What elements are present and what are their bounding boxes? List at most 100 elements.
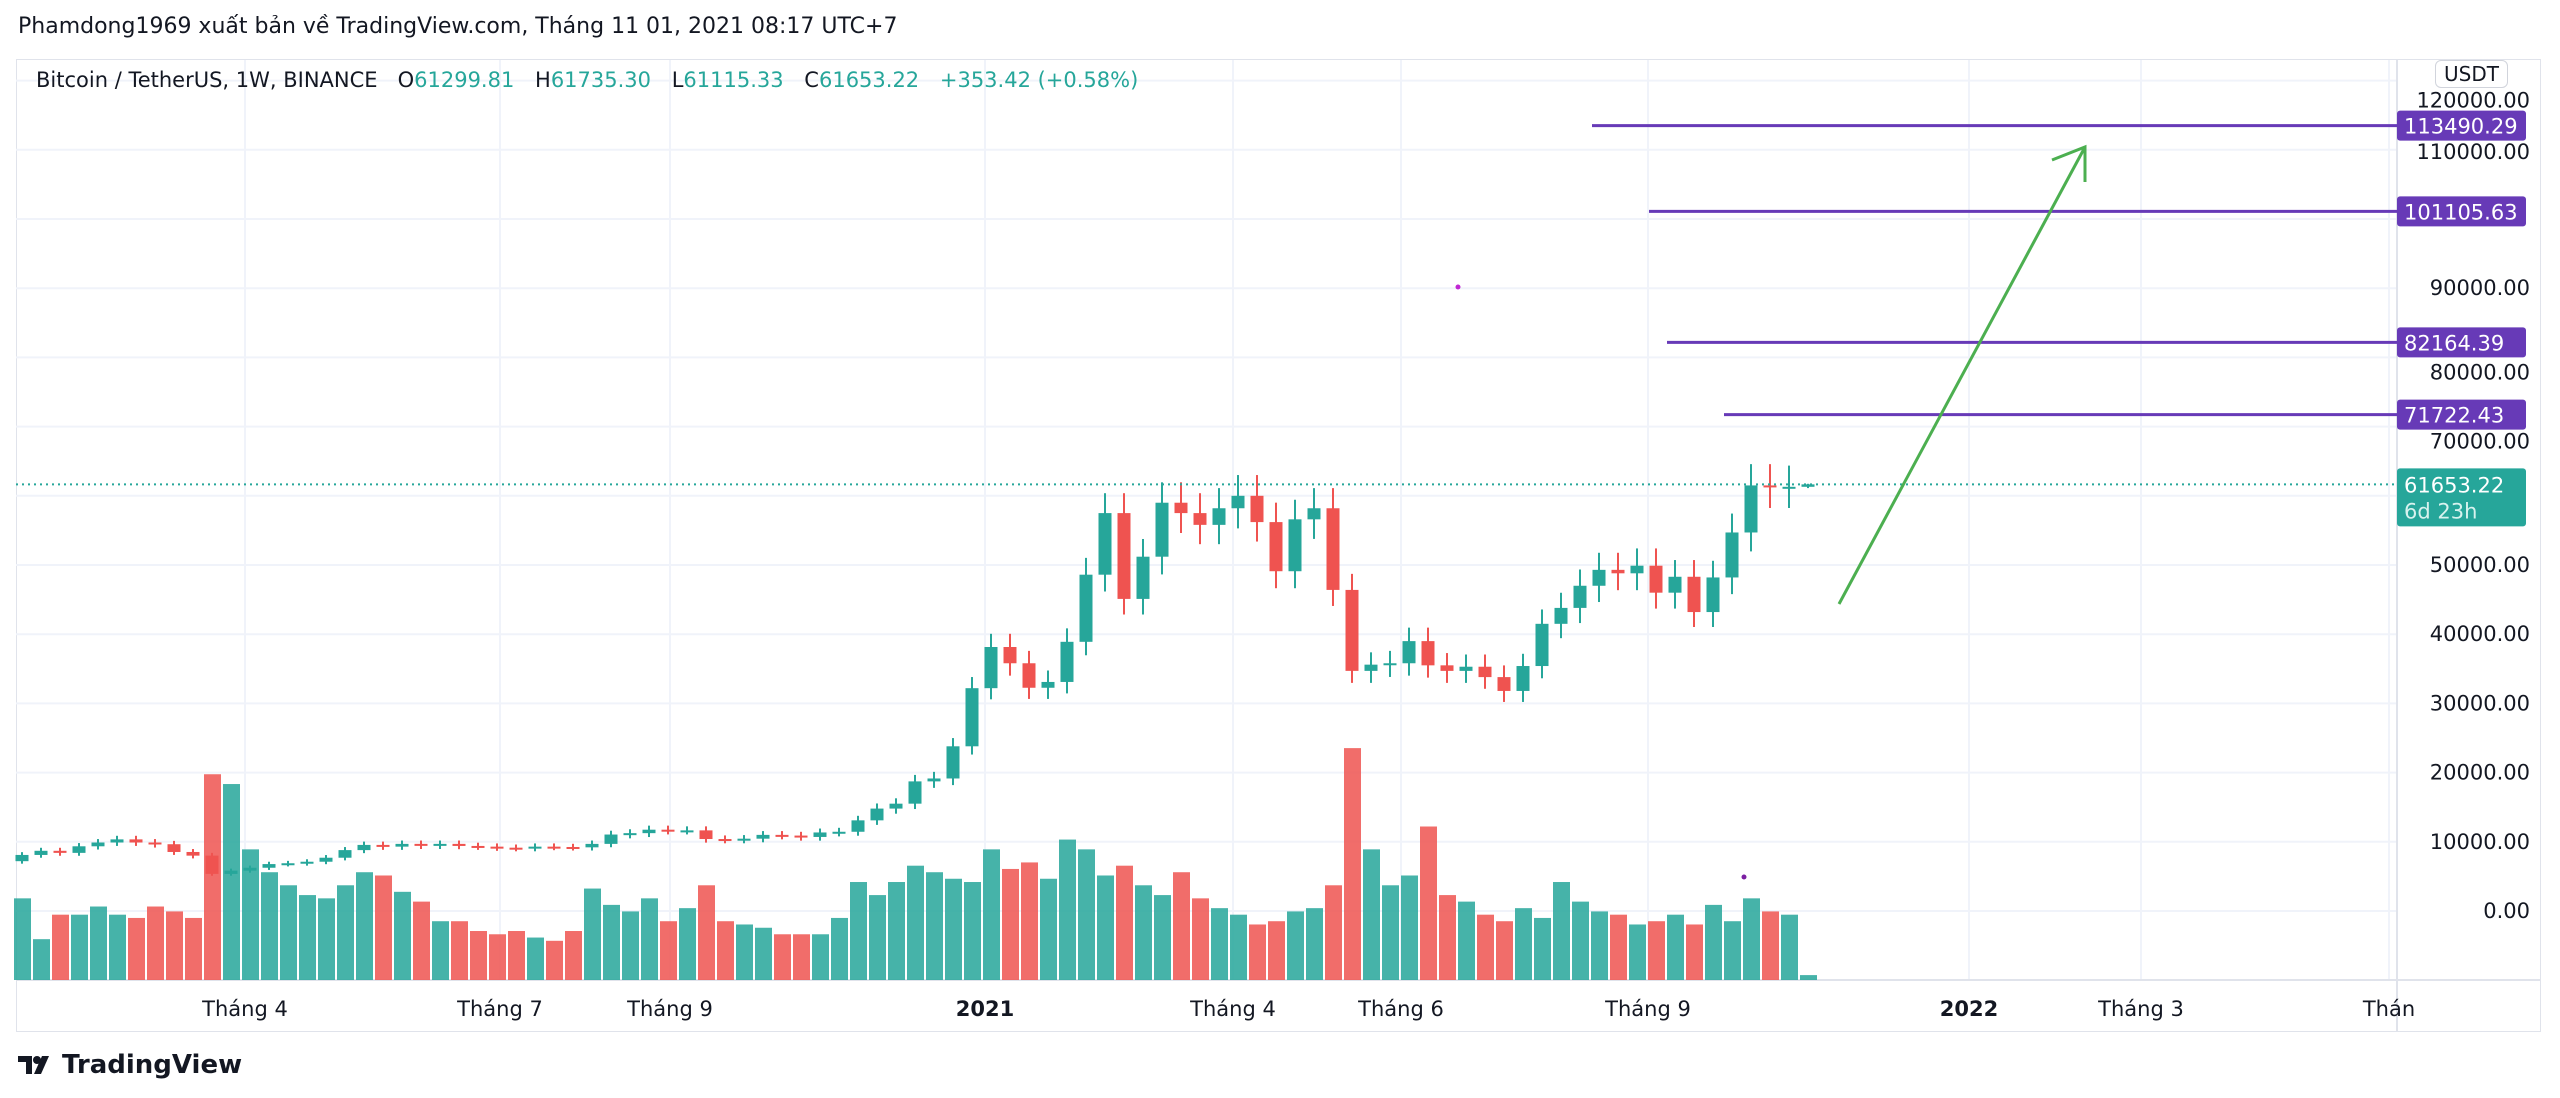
volume-bar xyxy=(1496,921,1513,980)
candle-body xyxy=(1725,532,1739,578)
volume-bar xyxy=(1268,921,1285,980)
volume-bar xyxy=(261,872,278,980)
candle-body xyxy=(984,647,998,689)
time-axis-label: Tháng 4 xyxy=(1189,997,1276,1021)
candle-body xyxy=(205,855,219,874)
marker-dot xyxy=(1455,284,1461,290)
candle-body xyxy=(1478,666,1492,678)
volume-bar xyxy=(1420,826,1437,980)
volume-bar xyxy=(1610,914,1627,980)
currency-button[interactable]: USDT xyxy=(2435,60,2508,88)
volume-bar xyxy=(1306,908,1323,980)
price-tick-label: 10000.00 xyxy=(2430,830,2530,854)
volume-bar xyxy=(546,940,563,980)
volume-bar xyxy=(907,865,924,980)
volume-bar xyxy=(432,921,449,980)
candle-body xyxy=(965,688,979,747)
volume-bar xyxy=(1705,904,1722,980)
candle-body xyxy=(756,834,770,839)
volume-bar xyxy=(1724,921,1741,980)
candle-body xyxy=(927,778,941,782)
volume-bar xyxy=(337,885,354,980)
candle-body xyxy=(851,820,865,832)
candle-body xyxy=(604,834,618,844)
time-axis-label: Tháng 9 xyxy=(1604,997,1691,1021)
volume-bar xyxy=(1287,911,1304,980)
candle-body xyxy=(1136,556,1150,599)
candle-body xyxy=(1706,577,1720,613)
publish-info: Phamdong1969 xuất bản về TradingView.com… xyxy=(18,14,898,39)
candle-body xyxy=(946,746,960,779)
volume-bar xyxy=(1078,849,1095,980)
candle-body xyxy=(357,844,371,851)
candle-body xyxy=(1212,508,1226,525)
volume-bar xyxy=(793,934,810,980)
candle-body xyxy=(395,843,409,847)
candle-body xyxy=(1592,569,1606,586)
volume-bar xyxy=(1249,924,1266,980)
candle-body xyxy=(1193,513,1207,525)
price-tick-label: 110000.00 xyxy=(2416,140,2530,164)
volume-bar xyxy=(1648,921,1665,980)
time-axis-label: Tháng 6 xyxy=(1357,997,1444,1021)
volume-bar xyxy=(679,908,696,980)
candle-body xyxy=(1364,664,1378,671)
candle-body xyxy=(1060,641,1074,682)
volume-bar xyxy=(565,931,582,980)
candle-body xyxy=(1573,585,1587,608)
price-level-value: 82164.39 xyxy=(2404,331,2504,355)
volume-bar xyxy=(299,895,316,980)
candle-body xyxy=(661,829,675,832)
volume-bar xyxy=(641,898,658,980)
price-tick-label: 120000.00 xyxy=(2416,89,2530,113)
candle-body xyxy=(224,870,238,874)
price-level-value: 71722.43 xyxy=(2404,404,2504,428)
volume-bar xyxy=(204,774,221,980)
volume-bar xyxy=(280,885,297,980)
candle-body xyxy=(1269,522,1283,572)
volume-bar xyxy=(622,911,639,980)
volume-bar xyxy=(128,917,145,980)
volume-bar xyxy=(603,904,620,980)
candle-body xyxy=(1535,623,1549,667)
volume-bar xyxy=(1591,911,1608,980)
volume-bar xyxy=(698,885,715,980)
time-axis-label: Tháng 7 xyxy=(456,997,543,1021)
time-axis-label: Tháng 3 xyxy=(2097,997,2184,1021)
volume-bar xyxy=(356,872,373,980)
volume-bar xyxy=(736,924,753,980)
volume-bar xyxy=(1116,865,1133,980)
price-tick-label: 50000.00 xyxy=(2430,553,2530,577)
volume-bar xyxy=(1097,875,1114,980)
candle-body xyxy=(680,830,694,833)
symbol-title[interactable]: Bitcoin / TetherUS, 1W, BINANCE xyxy=(36,68,378,92)
volume-bar xyxy=(71,914,88,980)
candle-body xyxy=(1098,513,1112,575)
candle-body xyxy=(148,842,162,845)
candle-body xyxy=(53,850,67,853)
volume-bar xyxy=(470,931,487,980)
arrow-head-icon xyxy=(2051,144,2087,182)
tradingview-logo[interactable]: TradingView xyxy=(18,1050,242,1080)
candle-body xyxy=(528,846,542,849)
price-tick-label: 90000.00 xyxy=(2430,276,2530,300)
volume-bar xyxy=(166,911,183,980)
candle-body xyxy=(585,843,599,848)
volume-bar xyxy=(926,872,943,980)
volume-bar xyxy=(584,888,601,980)
price-level-tag xyxy=(2397,327,2526,358)
volume-bar xyxy=(1572,901,1589,980)
price-tick-label: 0.00 xyxy=(2483,899,2530,923)
candle-body xyxy=(1345,589,1359,671)
volume-bar xyxy=(508,931,525,980)
candle-body xyxy=(1630,565,1644,574)
price-level-tag xyxy=(2397,399,2526,430)
candle-body xyxy=(1744,485,1758,533)
marker-dot xyxy=(1741,874,1747,880)
volume-bar xyxy=(318,898,335,980)
high-value: 61735.30 xyxy=(550,68,652,92)
price-tick-label: 70000.00 xyxy=(2430,430,2530,454)
volume-bar xyxy=(375,875,392,980)
candle-body xyxy=(433,843,447,846)
